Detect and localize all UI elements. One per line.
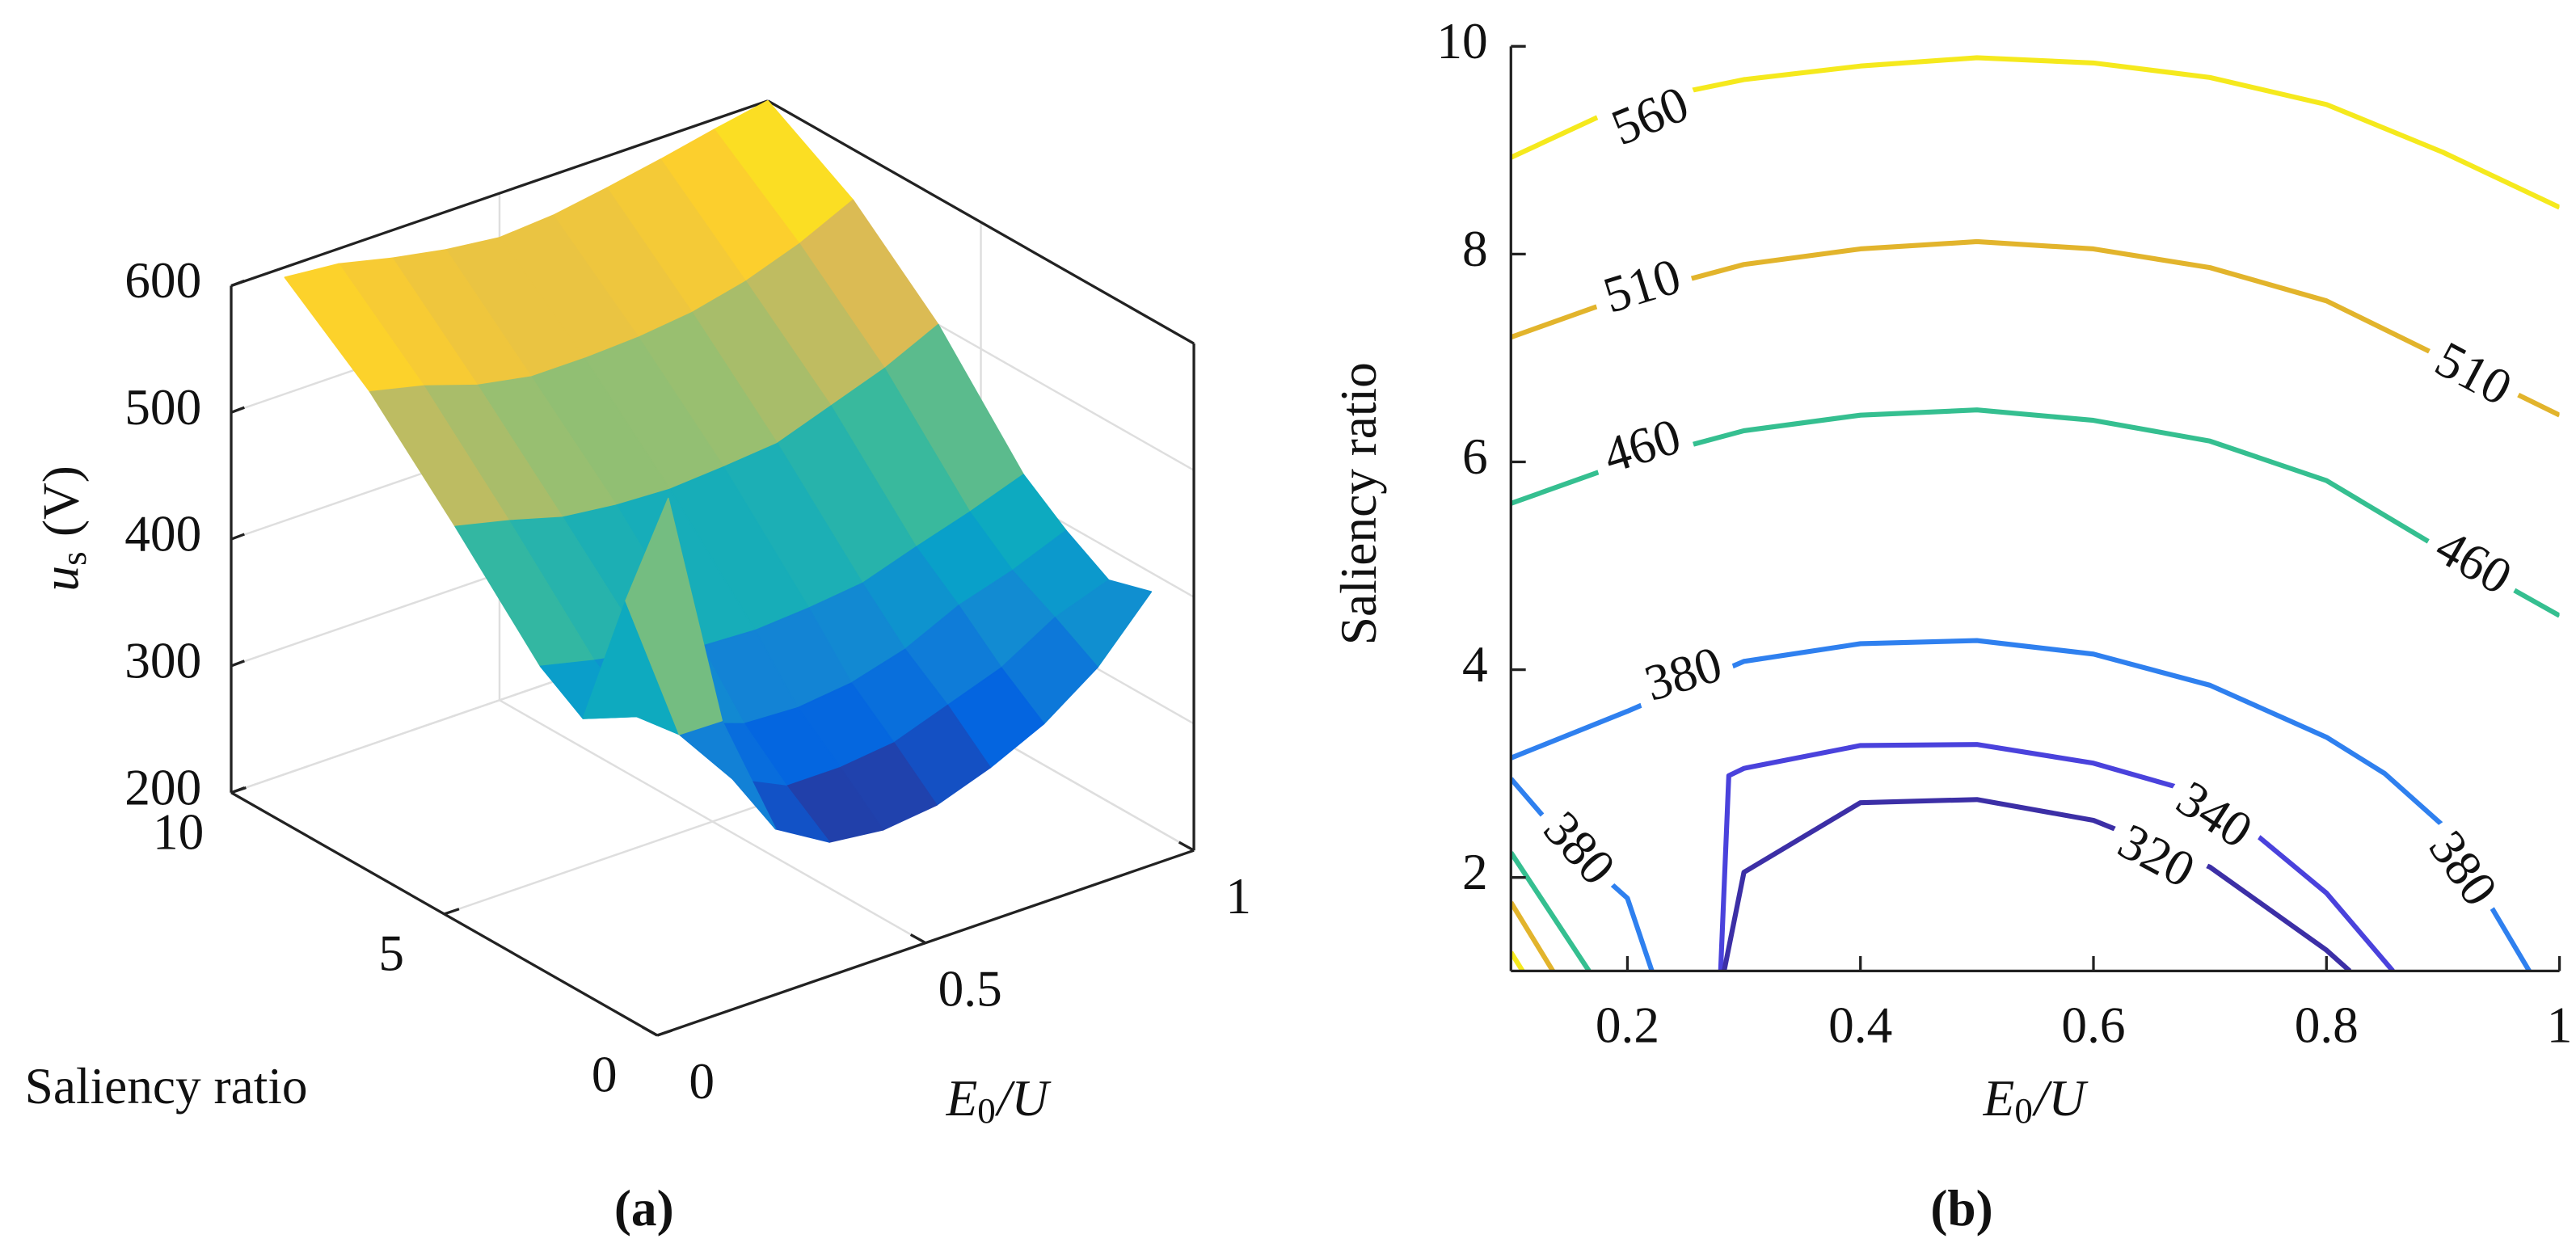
contour-label: 560 (1595, 75, 1708, 162)
tick-mark (444, 908, 460, 916)
contour-label-bg (2410, 814, 2511, 926)
contour-label-bg (2415, 330, 2528, 424)
y-axis-label: Saliency ratio (25, 1058, 308, 1115)
contour-label-bg (1587, 249, 1698, 329)
label-after: (V) (32, 466, 89, 537)
contour-line (1718, 742, 2395, 971)
y-tick-label: 2 (1462, 844, 1488, 900)
tick-mark (230, 279, 245, 288)
axis-label: E0/U (1983, 1069, 2089, 1131)
z-tick-label: 400 (124, 506, 201, 563)
x-tick-label: 0.8 (2295, 997, 2359, 1053)
contour-label-bg (2157, 768, 2269, 867)
label-sub: 0 (2014, 1090, 2032, 1131)
x-tick-label: 1 (1225, 868, 1251, 925)
contour-label-bg (2098, 811, 2211, 906)
x-tick-label: 1 (2547, 997, 2573, 1053)
tick-mark (230, 533, 245, 541)
x-tick-label: 0.6 (2061, 997, 2125, 1053)
y-axis-label: Saliency ratio (1330, 362, 1387, 645)
contour-label-bg (2415, 516, 2528, 613)
tick-mark (230, 406, 245, 414)
z-tick-label: 200 (124, 759, 201, 815)
contour-label-bg (1629, 637, 1739, 717)
contour-label-text: 380 (1638, 635, 1728, 712)
tick-mark (1178, 841, 1195, 852)
tick-mark (230, 786, 247, 794)
box-edge (767, 99, 1195, 345)
label-main: E (1983, 1069, 2015, 1126)
panel-label: (b) (1930, 1180, 1992, 1237)
contour-lines (1511, 55, 2560, 971)
contour-label: 460 (2415, 516, 2528, 613)
z-tick-label: 600 (124, 252, 201, 309)
label-after: /U (2032, 1069, 2089, 1126)
y-tick-label: 10 (1436, 13, 1487, 70)
axis-label: E0/U (946, 1069, 1052, 1131)
panel-label: (a) (614, 1180, 674, 1237)
y-tick-label: 5 (378, 925, 404, 982)
tick-mark (909, 933, 926, 945)
z-tick-label: 300 (124, 632, 201, 689)
y-tick-label: 6 (1462, 428, 1488, 485)
x-tick-label: 0 (689, 1053, 715, 1110)
y-tick-label: 0 (592, 1047, 618, 1103)
contour-line (1511, 950, 1525, 971)
surface-patch (625, 497, 723, 735)
contour-line (1511, 900, 1555, 971)
y-tick-label: 10 (153, 803, 204, 860)
contour-label-bg (1595, 75, 1708, 162)
contour-line (1722, 797, 2352, 971)
contour-line (1511, 851, 1592, 971)
contour-label-bg (1587, 409, 1698, 489)
contour-label-text: 460 (1597, 407, 1687, 484)
label-main: E (946, 1069, 978, 1126)
axis-label: us (V) (32, 466, 94, 591)
contour-label: 510 (2415, 330, 2528, 424)
z-tick-label: 500 (124, 379, 201, 436)
x-tick-label: 0.4 (1828, 997, 1892, 1053)
y-tick-label: 8 (1462, 221, 1488, 277)
x-tick-label: 0.2 (1596, 997, 1659, 1053)
contour-label-text: 510 (1597, 247, 1687, 324)
label-after: /U (995, 1069, 1052, 1126)
tick-mark (656, 1029, 672, 1037)
x-tick-label: 0.5 (938, 961, 1002, 1018)
contour-label-bg (1524, 795, 1630, 905)
label-main: u (32, 566, 89, 592)
contour-label: 460 (1587, 407, 1698, 489)
box-edge (230, 99, 769, 288)
contour-label: 510 (1587, 247, 1698, 329)
label-sub: s (53, 551, 94, 566)
y-tick-label: 4 (1462, 636, 1488, 693)
contour-label: 380 (1629, 635, 1739, 717)
contour-label: 380 (2410, 814, 2511, 926)
tick-mark (641, 1026, 658, 1037)
tick-mark (230, 659, 245, 668)
label-sub: 0 (977, 1090, 995, 1131)
